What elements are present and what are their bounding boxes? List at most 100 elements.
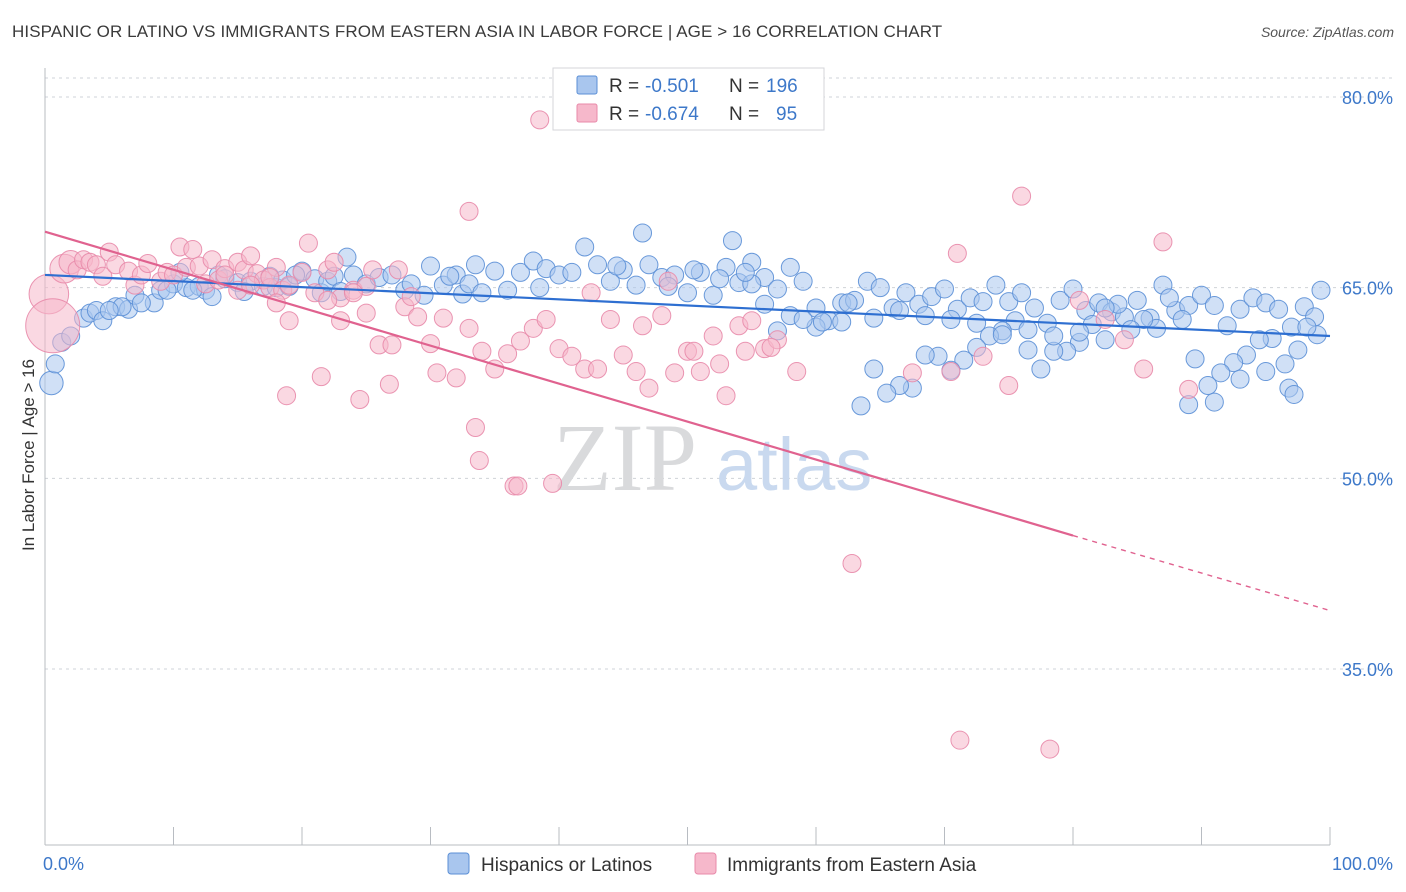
hispanic-point-49 — [530, 278, 550, 298]
y-tick-label-2: 50.0% — [1342, 469, 1393, 489]
hispanic-point-53 — [575, 237, 595, 257]
eastern-asia-point-114 — [311, 367, 331, 387]
hispanic-point-76 — [870, 278, 890, 298]
eastern-asia-point-42 — [279, 311, 299, 331]
hispanic-point-117 — [1249, 330, 1269, 350]
hispanic-point-178 — [684, 260, 704, 280]
eastern-asia-point-70 — [665, 363, 685, 383]
eastern-asia-point-93 — [735, 341, 755, 361]
hispanic-point-189 — [1018, 320, 1038, 340]
hispanic-point-143 — [915, 345, 935, 365]
hispanic-point-44 — [472, 283, 492, 303]
hispanic-point-134 — [1031, 359, 1051, 379]
eastern-asia-point-55 — [472, 341, 492, 361]
eastern-asia-point-84 — [427, 363, 447, 383]
legend-n-label-pink: N = — [729, 104, 759, 125]
eastern-asia-point-116 — [350, 390, 370, 410]
hispanic-point-115 — [1275, 354, 1295, 374]
legend-r-value-pink: -0.674 — [645, 104, 699, 125]
eastern-asia-point-108 — [459, 201, 479, 221]
eastern-asia-point-72 — [690, 362, 710, 382]
points-layer — [25, 110, 1331, 759]
eastern-asia-point-91 — [684, 341, 704, 361]
hispanic-point-140 — [954, 350, 974, 370]
hispanic-point-163 — [633, 223, 653, 243]
hispanic-point-1 — [45, 354, 65, 374]
hispanic-point-102 — [1204, 295, 1224, 315]
eastern-asia-point-48 — [382, 335, 402, 355]
eastern-asia-point-80 — [324, 252, 344, 272]
hispanic-point-0 — [39, 370, 64, 396]
eastern-asia-point-81 — [363, 260, 383, 280]
eastern-asia-point-76 — [742, 311, 762, 331]
eastern-asia-point-118 — [469, 451, 489, 471]
eastern-asia-point-65 — [600, 309, 620, 329]
hispanic-point-46 — [498, 280, 518, 300]
hispanic-point-181 — [812, 312, 832, 332]
eastern-asia-point-83 — [401, 287, 421, 307]
eastern-asia-point-20 — [183, 240, 203, 260]
legend-r-label-pink: R = — [609, 104, 639, 125]
hispanic-point-52 — [562, 262, 582, 282]
hispanic-point-162 — [607, 256, 627, 276]
eastern-asia-point-87 — [543, 473, 563, 493]
eastern-asia-point-60 — [536, 309, 556, 329]
hispanic-point-147 — [864, 359, 884, 379]
hispanic-point-174 — [131, 293, 151, 313]
watermark: ZIP atlas — [553, 404, 872, 511]
hispanic-point-126 — [1134, 309, 1154, 329]
eastern-asia-point-105 — [1179, 379, 1199, 399]
hispanic-point-70 — [793, 271, 813, 291]
hispanic-point-39 — [421, 256, 440, 276]
eastern-asia-point-115 — [277, 386, 297, 406]
bottom-legend-swatch-blue — [447, 852, 470, 875]
eastern-asia-point-120 — [842, 553, 862, 573]
eastern-asia-point-62 — [562, 346, 582, 366]
eastern-asia-point-85 — [465, 417, 485, 437]
hispanic-point-186 — [941, 309, 961, 329]
eastern-asia-point-121 — [950, 730, 970, 750]
hispanic-point-90 — [1050, 290, 1070, 310]
hispanic-point-151 — [1256, 362, 1276, 382]
eastern-asia-point-94 — [761, 337, 781, 357]
hispanic-point-188 — [992, 325, 1012, 345]
eastern-asia-point-28 — [241, 246, 261, 266]
eastern-asia-point-14 — [138, 254, 158, 274]
chart-title: HISPANIC OR LATINO VS IMMIGRANTS FROM EA… — [12, 22, 943, 41]
hispanic-point-135 — [1018, 340, 1038, 360]
legend-swatch-pink — [576, 103, 598, 123]
hispanic-point-150 — [1284, 384, 1304, 404]
hispanic-point-192 — [1095, 330, 1115, 350]
eastern-asia-point-82 — [388, 260, 408, 280]
hispanic-point-113 — [1297, 317, 1317, 337]
eastern-asia-point-56 — [485, 359, 505, 379]
hispanic-point-180 — [735, 262, 755, 282]
hispanic-point-61 — [678, 283, 697, 303]
eastern-asia-point-43 — [318, 290, 338, 310]
hispanic-point-148 — [851, 396, 871, 416]
trend-layer — [44, 230, 1331, 612]
y-tick-label-0: 80.0% — [1342, 88, 1393, 108]
eastern-asia-point-52 — [433, 308, 453, 328]
hispanic-point-63 — [703, 285, 723, 305]
eastern-asia-point-100 — [1069, 290, 1089, 310]
legend-r-label-blue: R = — [609, 76, 639, 97]
eastern-asia-point-119 — [508, 476, 528, 496]
eastern-asia-point-64 — [588, 359, 608, 379]
eastern-asia-point-109 — [530, 110, 550, 130]
legend-n-value-blue: 196 — [766, 76, 798, 97]
hispanic-point-176 — [99, 301, 119, 321]
legend-box — [552, 67, 825, 131]
hispanic-point-161 — [793, 309, 813, 329]
watermark-zip: ZIP — [553, 404, 697, 511]
eastern-asia-trend-extension — [1072, 534, 1331, 612]
bottom-legend-label-blue: Hispanics or Latinos — [481, 855, 652, 876]
hispanic-point-69 — [780, 257, 800, 277]
hispanic-point-119 — [1224, 353, 1244, 373]
legend-swatch-blue — [576, 75, 598, 95]
hispanic-point-123 — [1172, 309, 1192, 329]
hispanic-trend-line — [44, 273, 1331, 338]
eastern-asia-point-95 — [787, 362, 807, 382]
hispanic-point-152 — [1230, 369, 1250, 389]
eastern-asia-point-96 — [902, 363, 922, 383]
